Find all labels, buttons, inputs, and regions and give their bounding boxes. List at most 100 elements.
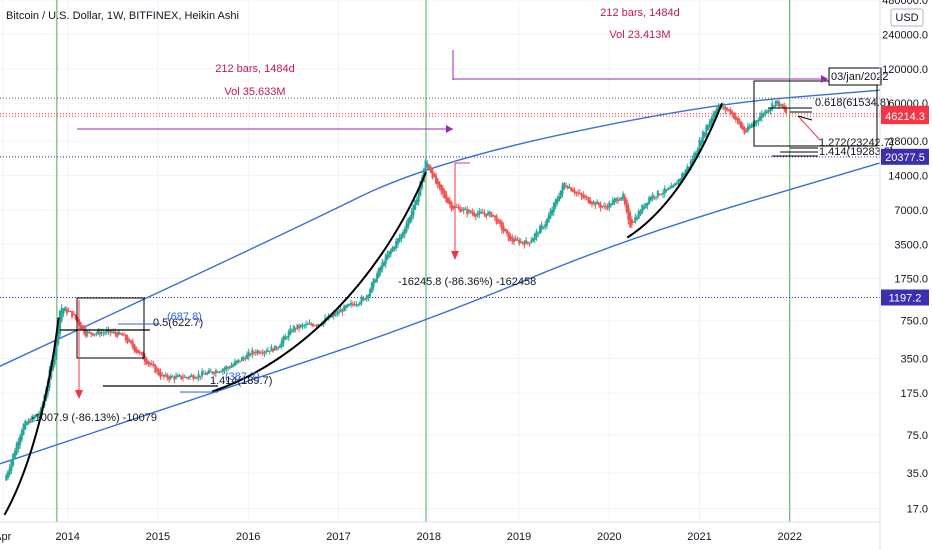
candle-body [441,187,444,194]
candle-body [119,333,122,335]
candle-body [379,267,382,273]
price-tick-label: 14000.0 [888,170,928,182]
candle-body [559,190,562,199]
range-box-2014[interactable] [76,297,145,359]
candle-body [689,161,692,168]
candle-body [668,187,671,190]
candle-body [641,205,644,213]
candle-body [610,204,613,206]
candle-body [713,111,716,118]
grid [0,0,880,522]
price-tick-label: 750.0 [900,316,928,328]
candle-body [301,324,304,327]
candle-body [488,211,491,214]
candle-body [362,297,365,301]
time-tick-label: 2016 [236,531,260,543]
candle-body [696,149,699,155]
candle-body [511,237,514,242]
candle-body [460,209,463,212]
candle-body [433,173,436,177]
candle-body [233,361,236,366]
time-tick-label: 2014 [55,531,79,543]
candle-body [242,357,245,360]
candle-body [383,262,386,266]
date-label-box[interactable] [828,67,882,86]
vertical-markers [56,0,791,522]
candle-body [95,333,98,335]
drop-label-2018: -16245.8 (-86.36%) -162458 [398,276,536,288]
rise-segment-2021[interactable] [797,115,813,121]
parabolic-arcs[interactable] [3,102,723,516]
candle-body [253,352,256,354]
candle-body [459,207,462,213]
candle-body [516,239,519,241]
candle-body [584,196,587,198]
candle-body [564,185,567,187]
candle-body [372,278,375,288]
candle-body [168,376,171,380]
candle-body [408,217,411,223]
parabolic-arc[interactable] [626,102,723,239]
parabolic-arc[interactable] [211,171,427,393]
candle-body [426,163,429,168]
candle-body [710,118,713,124]
candle-body [469,210,472,213]
candle-body [466,209,469,214]
parabolic-arc[interactable] [3,317,60,516]
time-axis[interactable]: Apr 2014 2015 2016 2017 2018 2019 2020 2021 2022 [0,521,880,543]
candle-body [284,336,287,340]
candle-body [369,288,372,297]
price-badge-label: 46214.3 [885,111,925,123]
candle-body [195,377,198,379]
candle-body [431,169,434,179]
candle-body [15,443,18,455]
date-label: 03/jan/2022 [831,71,889,83]
candle-body [331,314,334,318]
candle-body [285,337,288,339]
drawings[interactable] [60,50,882,399]
candle-body [296,324,299,329]
candle-body [741,124,744,130]
price-ticks: 480000.0240000.0120000.060000.028000.014… [882,0,928,516]
candle-body [551,209,554,215]
candle-body [613,198,616,203]
candle-body [133,344,136,352]
candle-body [337,312,340,314]
candle-body [558,196,561,201]
candle-body [769,107,772,111]
candle-body [201,371,204,377]
time-tick-label: Apr [0,531,12,543]
candle-body [424,160,427,176]
candle-body [703,133,706,138]
candle-body [197,373,200,378]
candle-body [474,214,477,217]
currency-box[interactable] [890,8,924,27]
candle-body [504,228,507,232]
candle-body [114,331,117,334]
candle-body [8,467,11,475]
candle-body [542,227,545,229]
candle-body [759,116,762,121]
candle-body [166,375,169,379]
candle-body [10,460,13,471]
drop-arrow-2021[interactable] [797,115,821,141]
candle-body [391,247,394,252]
candle-body [660,194,663,196]
candle-body [194,377,197,379]
candle-body [512,239,515,243]
candle-body [739,121,742,128]
candle-body [634,216,637,223]
candle-body [405,223,408,232]
candle-body [499,220,502,224]
lower-channel-line[interactable] [0,162,881,465]
candle-body [753,121,756,125]
price-axis[interactable]: USD 480000.0240000.0120000.060000.028000… [879,0,929,550]
range-box-2021[interactable] [753,80,878,147]
candle-body [521,241,524,243]
candle-body [438,181,441,188]
drop-arrow-2014-head [75,390,83,399]
candle-body [355,304,358,306]
candle-body [155,368,158,371]
candle-body [778,101,781,107]
